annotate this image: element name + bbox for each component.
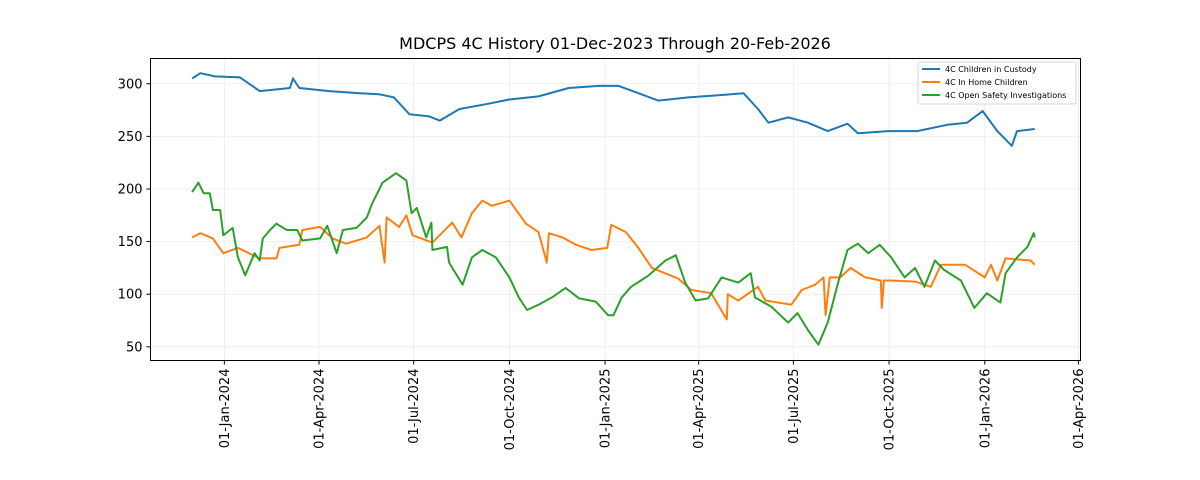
x-tick-label: 01-Apr-2025	[692, 369, 707, 449]
y-tick-label: 50	[126, 340, 143, 355]
x-tick-label: 01-Jan-2026	[978, 369, 993, 449]
y-tick-label: 300	[118, 77, 143, 92]
x-tick-label: 01-Oct-2024	[503, 369, 518, 451]
x-tick-label: 01-Jan-2025	[599, 369, 614, 449]
y-tick-label: 150	[118, 235, 143, 250]
series-line-in-home-children	[191, 199, 1036, 321]
y-tick-label: 250	[118, 130, 143, 145]
x-tick-label: 01-Apr-2026	[1072, 369, 1087, 449]
legend: 4C Children in Custody 4C In Home Childr…	[917, 61, 1077, 105]
x-tick-label: 01-Jan-2024	[218, 369, 233, 449]
legend-label-in-home: 4C In Home Children	[945, 78, 1028, 87]
x-tick-label: 01-Oct-2025	[883, 369, 898, 451]
legend-box	[917, 61, 1077, 105]
plot-frame	[150, 58, 1081, 361]
y-tick-label: 200	[118, 182, 143, 197]
x-tick-label: 01-Jul-2024	[407, 369, 422, 444]
legend-label-custody: 4C Children in Custody	[945, 65, 1037, 74]
x-tick-label: 01-Apr-2024	[313, 369, 328, 449]
y-tick-label: 100	[118, 288, 143, 303]
x-tick-label: 01-Jul-2025	[787, 369, 802, 444]
chart-title: MDCPS 4C History 01-Dec-2023 Through 20-…	[399, 34, 831, 53]
series-line-children-in-custody	[191, 72, 1035, 147]
series-line-open-safety-investigations	[191, 172, 1036, 346]
legend-label-investigations: 4C Open Safety Investigations	[945, 91, 1066, 100]
